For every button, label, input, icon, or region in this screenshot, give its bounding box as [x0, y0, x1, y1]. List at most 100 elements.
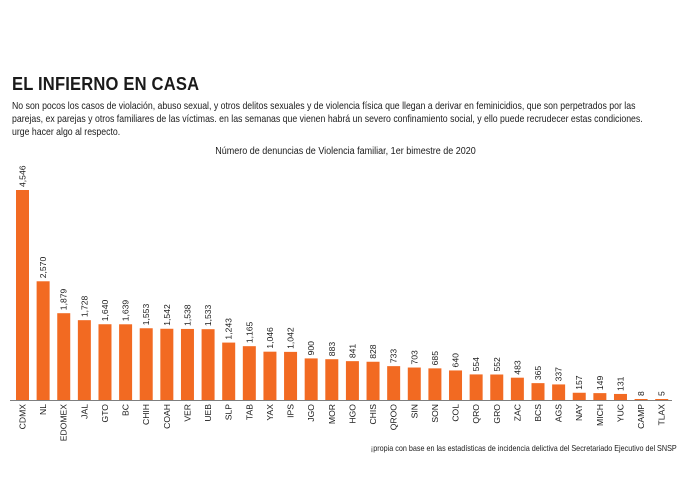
bar-bcs: [531, 383, 545, 400]
value-label: 365: [533, 366, 543, 381]
bar-edomex: [57, 313, 71, 400]
bar-zac: [510, 377, 524, 400]
bar-nl: [36, 281, 50, 400]
bar-chih: [139, 328, 153, 400]
value-label: 2,570: [38, 257, 48, 279]
bar-hgo: [345, 361, 359, 400]
bar-qro: [469, 374, 483, 400]
value-label: 149: [595, 376, 605, 391]
category-label: COL: [451, 404, 461, 422]
bar-mich: [593, 393, 607, 400]
category-label: COAH: [162, 404, 172, 429]
description-line: No son pocos los casos de violación, abu…: [12, 101, 636, 112]
bar-jgo: [304, 358, 318, 400]
value-label: 1,538: [182, 304, 192, 326]
bar-chis: [366, 361, 380, 400]
value-label: 131: [615, 376, 625, 391]
bar-ver: [180, 328, 194, 400]
category-label: YAX: [265, 404, 275, 421]
description-line: parejas, ex parejas y otros familiares d…: [12, 114, 643, 125]
bar-nay: [572, 392, 586, 400]
category-label: TAB: [244, 404, 254, 420]
value-label: 1,553: [141, 304, 151, 326]
category-label: TLAX: [657, 404, 667, 426]
chart-title: Número de denuncias de Violencia familia…: [215, 146, 476, 157]
description-line: urge hacer algo al respecto.: [12, 127, 121, 138]
category-label: CDMX: [18, 404, 28, 430]
value-label: 4,546: [18, 165, 28, 187]
value-label: 1,042: [286, 327, 296, 349]
category-label: CHIS: [368, 404, 378, 425]
bar-tlax: [655, 399, 669, 400]
bar-coah: [160, 328, 174, 400]
bar-ips: [284, 351, 298, 400]
category-label: EDOMEX: [59, 404, 69, 442]
value-label: 1,639: [121, 300, 131, 322]
category-label: CAMP: [636, 404, 646, 429]
bar-bc: [119, 324, 133, 400]
value-label: 552: [492, 357, 502, 372]
value-label: 337: [554, 367, 564, 382]
category-label: AGS: [554, 404, 564, 422]
value-label: 1,046: [265, 327, 275, 349]
description: No son pocos los casos de violación, abu…: [12, 100, 643, 139]
category-label: YUC: [615, 404, 625, 422]
category-label: NL: [38, 404, 48, 415]
value-label: 841: [347, 344, 357, 359]
value-label: 1,165: [244, 321, 254, 343]
bar-gro: [490, 374, 504, 400]
value-label: 1,542: [162, 304, 172, 326]
value-label: 1,879: [59, 288, 69, 310]
value-label: 733: [389, 349, 399, 364]
bar-yuc: [613, 393, 627, 400]
category-label: GRO: [492, 404, 502, 424]
bar-mor: [325, 359, 339, 400]
bar-slp: [222, 342, 236, 400]
value-label: 5: [657, 391, 667, 396]
bar-col: [449, 370, 463, 400]
bar-camp: [634, 399, 648, 400]
category-label: QRO: [471, 404, 481, 424]
category-label: IPS: [286, 404, 296, 418]
category-label: SON: [430, 404, 440, 423]
value-label: 1,640: [100, 300, 110, 322]
category-label: ZAC: [512, 404, 522, 421]
page-title: EL INFIERNO EN CASA: [12, 74, 200, 94]
value-label: 828: [368, 344, 378, 359]
value-label: 883: [327, 342, 337, 357]
bar-gto: [98, 324, 112, 400]
bar-ueb: [201, 329, 215, 400]
value-label: 640: [451, 353, 461, 368]
category-label: QROO: [389, 404, 399, 431]
category-label: NAY: [574, 404, 584, 421]
bar-tab: [242, 346, 256, 400]
category-label: SIN: [409, 404, 419, 418]
value-label: 483: [512, 360, 522, 375]
value-label: 8: [636, 391, 646, 396]
value-label: 157: [574, 375, 584, 390]
category-label: MOR: [327, 404, 337, 424]
category-label: JGO: [306, 404, 316, 422]
category-label: BCS: [533, 404, 543, 422]
value-label: 1,728: [79, 295, 89, 317]
value-label: 900: [306, 341, 316, 356]
category-label: UEB: [203, 404, 213, 422]
bar-qroo: [387, 366, 401, 400]
category-label: CHIH: [141, 404, 151, 425]
source-note: ¡propia con base en las estadísticas de …: [371, 443, 677, 453]
value-label: 1,243: [224, 318, 234, 340]
category-label: GTO: [100, 404, 110, 423]
bar-jal: [77, 320, 91, 400]
value-label: 685: [430, 351, 440, 366]
category-label: VER: [182, 404, 192, 422]
category-label: SLP: [224, 404, 234, 421]
bar-cdmx: [16, 190, 29, 400]
bar-son: [428, 368, 442, 400]
category-label: JAL: [79, 404, 89, 419]
bar-ags: [552, 384, 566, 400]
value-label: 1,533: [203, 304, 213, 326]
value-label: 554: [471, 357, 481, 372]
value-label: 703: [409, 350, 419, 365]
category-label: HGO: [347, 404, 357, 424]
